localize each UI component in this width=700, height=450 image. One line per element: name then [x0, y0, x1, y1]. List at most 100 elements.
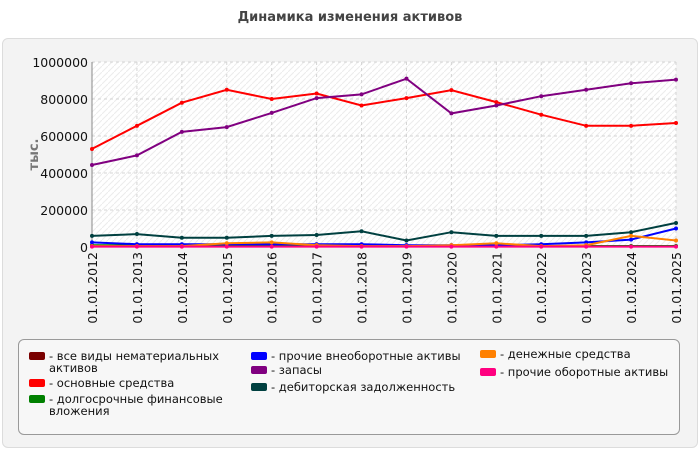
data-point	[629, 230, 634, 235]
data-point	[584, 123, 589, 128]
series-7	[90, 244, 678, 249]
legend-item: - прочие внеоборотные активы	[251, 350, 481, 362]
data-point	[134, 244, 139, 249]
data-point	[134, 123, 139, 128]
data-point	[494, 100, 499, 105]
legend-swatch	[29, 379, 45, 387]
data-point	[674, 121, 678, 126]
data-point	[449, 244, 454, 249]
data-point	[404, 96, 409, 101]
data-point	[314, 232, 319, 237]
data-point	[224, 87, 229, 92]
legend-item: - прочие оборотные активы	[480, 366, 675, 378]
x-tick-label: 01.01.2022	[534, 252, 549, 324]
x-tick-label: 01.01.2024	[624, 252, 639, 324]
data-point	[134, 232, 139, 237]
legend-item: - запасы	[251, 364, 481, 376]
data-point	[404, 238, 409, 243]
legend-label: - денежные средства	[500, 347, 631, 361]
data-point	[584, 233, 589, 238]
legend-swatch	[251, 366, 267, 374]
y-tick-label: 200000	[40, 203, 88, 218]
data-point	[90, 163, 94, 168]
legend-item: - дебиторская задолженность	[251, 381, 481, 393]
data-point	[629, 244, 634, 249]
series-line	[91, 88, 677, 150]
legend-label: - долгосрочные финансовые вложения	[49, 392, 223, 418]
legend-swatch	[480, 350, 496, 358]
data-point	[179, 235, 184, 240]
data-point	[269, 110, 274, 115]
data-point	[134, 153, 139, 158]
data-point	[179, 100, 184, 105]
legend-label: - прочие оборотные активы	[500, 365, 669, 379]
data-point	[269, 244, 274, 249]
legend-label: - дебиторская задолженность	[271, 380, 456, 394]
legend-swatch	[29, 352, 45, 360]
data-point	[359, 92, 364, 97]
data-point	[674, 77, 678, 82]
data-point	[314, 96, 319, 101]
data-point	[539, 233, 544, 238]
data-point	[449, 111, 454, 116]
data-point	[629, 237, 634, 242]
data-point	[224, 235, 229, 240]
x-tick-label: 01.01.2019	[399, 252, 414, 324]
legend-item: - долгосрочные финансовые вложения	[29, 393, 239, 417]
line-chart: 0 200000 400000 600000 800000 1000000 01.01.20…	[27, 55, 684, 324]
x-tick-label: 01.01.2021	[489, 252, 504, 324]
data-point	[494, 233, 499, 238]
data-point	[359, 103, 364, 108]
data-point	[359, 244, 364, 249]
series-4	[90, 76, 678, 168]
data-point	[674, 238, 678, 243]
x-tick-label: 01.01.2015	[220, 252, 235, 324]
data-point	[629, 81, 634, 86]
y-tick-label: 1000000	[32, 55, 88, 70]
data-point	[224, 125, 229, 130]
legend-item: - основные средства	[29, 377, 239, 389]
data-point	[674, 244, 678, 249]
data-point	[584, 87, 589, 92]
legend-swatch	[251, 383, 267, 391]
data-point	[224, 241, 229, 246]
legend-label: - прочие внеоборотные активы	[271, 349, 461, 363]
data-point	[404, 76, 409, 81]
data-point	[584, 240, 589, 245]
data-point	[90, 233, 94, 238]
chart-legend: - все виды нематериальных активов - основ…	[18, 339, 680, 435]
y-tick-label: 800000	[40, 92, 88, 107]
y-tick-label: 400000	[40, 166, 88, 181]
data-point	[90, 244, 94, 249]
legend-label: - основные средства	[49, 376, 175, 390]
y-tick-label: 0	[80, 240, 88, 255]
x-tick-label: 01.01.2020	[444, 252, 459, 324]
x-tick-label: 01.01.2025	[669, 252, 684, 324]
legend-swatch	[251, 352, 267, 360]
data-point	[359, 229, 364, 234]
data-point	[314, 244, 319, 249]
data-point	[90, 146, 94, 151]
data-point	[674, 220, 678, 225]
data-point	[539, 244, 544, 249]
data-point	[90, 240, 94, 245]
x-tick-label: 01.01.2018	[355, 252, 370, 324]
data-point	[674, 226, 678, 231]
data-point	[404, 244, 409, 249]
data-point	[224, 244, 229, 249]
x-tick-label: 01.01.2013	[130, 252, 145, 324]
x-tick-label: 01.01.2017	[310, 252, 325, 324]
legend-item: - все виды нематериальных активов	[29, 350, 239, 374]
y-tick-label: 600000	[40, 129, 88, 144]
data-point	[629, 233, 634, 238]
data-point	[179, 244, 184, 249]
data-point	[494, 241, 499, 246]
x-tick-label: 01.01.2016	[265, 252, 280, 324]
legend-swatch	[29, 395, 45, 403]
chart-title: Динамика изменения активов	[237, 10, 463, 25]
legend-item: - денежные средства	[480, 348, 675, 360]
legend-label: - все виды нематериальных активов	[49, 349, 220, 375]
x-tick-label: 01.01.2023	[579, 252, 594, 324]
plot-area	[92, 62, 676, 247]
series-line	[91, 227, 677, 247]
